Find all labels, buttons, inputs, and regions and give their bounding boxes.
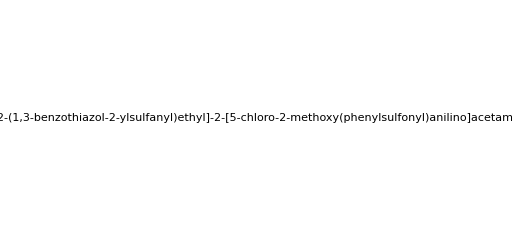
Text: N-[2-(1,3-benzothiazol-2-ylsulfanyl)ethyl]-2-[5-chloro-2-methoxy(phenylsulfonyl): N-[2-(1,3-benzothiazol-2-ylsulfanyl)ethy… bbox=[0, 113, 512, 123]
